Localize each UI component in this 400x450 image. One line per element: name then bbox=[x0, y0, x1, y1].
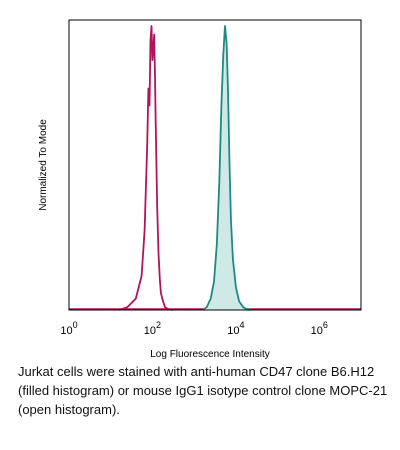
x-tick-labels: 100 102 104 106 bbox=[60, 320, 328, 337]
y-axis-title: Normalized To Mode bbox=[38, 119, 49, 211]
series-line-open bbox=[118, 25, 173, 311]
plot-frame bbox=[68, 19, 362, 311]
x-tick-label: 102 bbox=[144, 320, 161, 337]
series-line-filled bbox=[202, 25, 251, 311]
histogram-chart: 100 102 104 106 Log Fluorescence Intensity … bbox=[38, 19, 362, 360]
series-layer bbox=[69, 25, 361, 311]
x-axis-title: Log Fluorescence Intensity bbox=[150, 349, 270, 360]
x-tick-label: 100 bbox=[60, 320, 77, 337]
x-tick-label: 104 bbox=[227, 320, 244, 337]
figure-caption: Jurkat cells were stained with anti-huma… bbox=[18, 364, 388, 417]
series-area-filled bbox=[202, 26, 251, 310]
x-tick-label: 106 bbox=[311, 320, 328, 337]
